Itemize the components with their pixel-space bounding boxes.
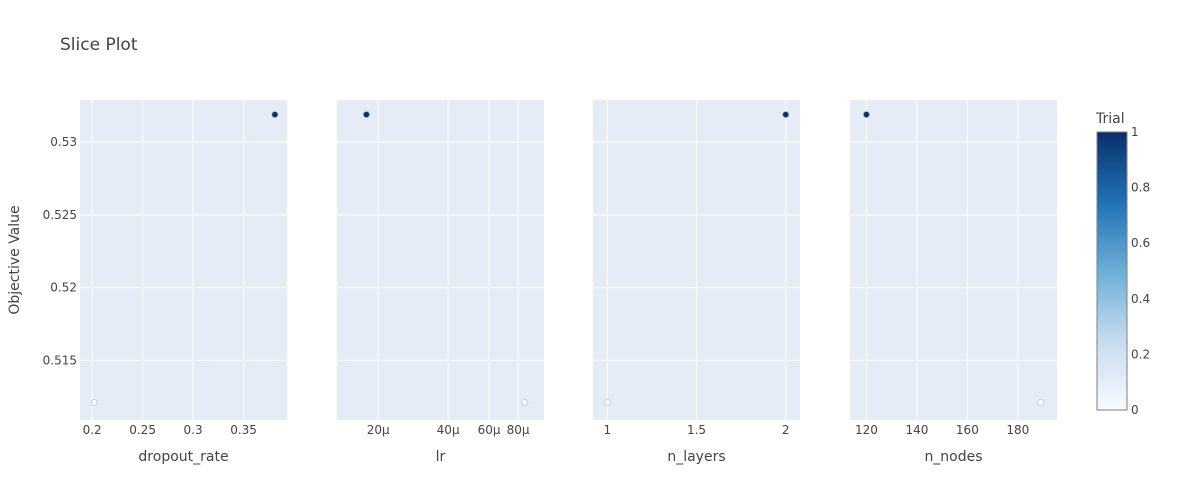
subplot-n_layers: 1 1.5 2 n_layers <box>593 100 800 465</box>
y-tick-label: 0.53 <box>50 135 77 149</box>
colorbar-tick-label: 0.6 <box>1131 236 1150 250</box>
x-tick-label: 1.5 <box>687 423 706 437</box>
x-tick-label: 40μ <box>437 423 460 437</box>
data-point-trial-1 <box>271 110 279 119</box>
data-point-trial-0 <box>1036 398 1045 407</box>
x-tick-label: 180 <box>1006 423 1029 437</box>
data-point-trial-1 <box>362 110 371 119</box>
colorbar-tick-label: 0.8 <box>1131 181 1150 195</box>
colorbar-tick-label: 1 <box>1131 125 1139 139</box>
colorbar-title: Trial <box>1095 111 1125 127</box>
colorbar-gradient <box>1096 131 1128 411</box>
colorbar-tick-label: 0.4 <box>1131 292 1150 306</box>
x-tick-label: 140 <box>905 423 928 437</box>
colorbar: Trial 0 0.2 0.4 0.6 0.8 1 <box>1095 111 1150 417</box>
x-tick-label: 80μ <box>507 423 530 437</box>
x-tick-label: 160 <box>956 423 979 437</box>
colorbar-tick-label: 0 <box>1131 403 1139 417</box>
subplot-lr: 20μ 40μ 60μ 80μ lr <box>337 100 544 465</box>
data-point-trial-1 <box>862 110 871 119</box>
x-tick-label: 2 <box>782 423 790 437</box>
x-tick-label: 1 <box>603 423 611 437</box>
data-point-trial-0 <box>90 398 98 407</box>
data-point-trial-0 <box>603 398 611 407</box>
plot-area <box>80 100 287 420</box>
x-axis-label: dropout_rate <box>138 449 228 465</box>
y-tick-label: 0.515 <box>43 353 77 367</box>
x-tick-label: 0.25 <box>129 423 156 437</box>
x-tick-label: 20μ <box>367 423 390 437</box>
data-point-trial-1 <box>782 110 790 119</box>
y-tick-label: 0.52 <box>50 281 77 295</box>
x-tick-label: 120 <box>855 423 878 437</box>
plot-area <box>850 100 1057 420</box>
y-axis-label: Objective Value <box>7 205 23 314</box>
colorbar-tick-label: 0.2 <box>1131 347 1150 361</box>
y-tick-label: 0.525 <box>43 208 77 222</box>
plot-area <box>337 100 544 420</box>
subplot-n_nodes: 120 140 160 180 n_nodes <box>850 100 1057 465</box>
chart-title: Slice Plot <box>60 35 138 55</box>
x-tick-label: 60μ <box>478 423 501 437</box>
x-tick-label: 0.35 <box>230 423 257 437</box>
x-axis-label: lr <box>436 449 446 465</box>
x-axis-label: n_layers <box>667 449 725 465</box>
x-axis-label: n_nodes <box>924 449 982 465</box>
x-tick-label: 0.3 <box>184 423 203 437</box>
x-tick-label: 0.2 <box>83 423 102 437</box>
data-point-trial-0 <box>521 398 529 407</box>
